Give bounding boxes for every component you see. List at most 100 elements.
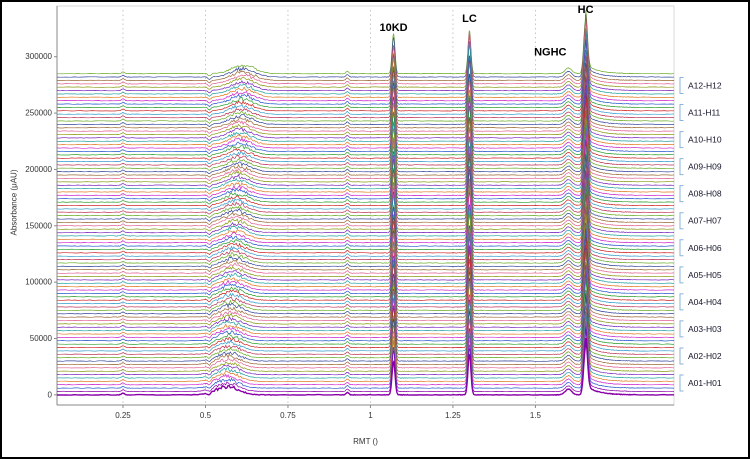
group-bracket	[679, 293, 684, 311]
trace	[56, 214, 675, 279]
trace	[56, 39, 675, 107]
peak-annotation: NGHC	[534, 47, 566, 59]
trace	[57, 177, 675, 238]
trace	[56, 321, 675, 386]
trace	[56, 83, 675, 148]
x-tick-label: 1.25	[445, 411, 461, 420]
y-tick-label: 0	[48, 390, 53, 399]
trace	[56, 236, 674, 299]
trace	[57, 276, 675, 336]
trace	[56, 100, 675, 168]
x-tick-label: 0.75	[280, 411, 296, 420]
peak-annotation: 10KD	[379, 22, 407, 34]
trace	[56, 214, 675, 276]
trace	[56, 248, 675, 316]
x-tick-label: 0.5	[200, 411, 212, 420]
trace	[56, 312, 675, 372]
trace	[56, 245, 675, 306]
group-bracket	[679, 104, 684, 122]
trace	[56, 27, 675, 90]
trace	[56, 262, 675, 323]
trace	[56, 274, 675, 342]
trace-group-label: A03-H03	[688, 324, 722, 334]
trace-group-label: A01-H01	[688, 378, 722, 388]
trace-group-label: A11-H11	[688, 108, 721, 118]
trace	[56, 311, 675, 376]
trace	[56, 141, 675, 205]
trace	[56, 83, 675, 145]
trace	[56, 71, 675, 134]
group-bracket	[679, 158, 684, 176]
trace	[56, 38, 675, 104]
trace	[56, 328, 675, 393]
trace	[56, 194, 675, 255]
trace	[57, 63, 674, 128]
group-bracket	[679, 185, 684, 203]
trace	[56, 14, 675, 80]
group-bracket	[679, 347, 684, 365]
trace	[57, 36, 674, 100]
trace	[56, 236, 675, 303]
peak-annotation: HC	[578, 4, 594, 16]
group-bracket	[679, 239, 684, 257]
trace	[56, 76, 675, 141]
trace	[56, 290, 675, 352]
trace	[56, 51, 674, 118]
trace	[57, 207, 675, 269]
trace	[56, 271, 675, 339]
y-tick-label: 250000	[25, 109, 52, 118]
trace-group-label: A06-H06	[688, 243, 722, 253]
trace	[56, 227, 675, 289]
trace	[56, 167, 675, 229]
trace	[56, 252, 674, 313]
trace	[56, 109, 675, 171]
y-axis-title: Absorbance (μAU)	[9, 169, 19, 236]
trace	[56, 265, 675, 329]
trace	[56, 277, 675, 346]
trace	[56, 122, 674, 191]
trace	[56, 222, 675, 282]
trace	[56, 262, 675, 326]
trace	[57, 103, 675, 164]
trace	[56, 140, 675, 209]
trace	[56, 185, 674, 249]
trace	[56, 294, 675, 359]
trace	[56, 63, 675, 124]
group-bracket	[679, 266, 684, 284]
trace	[56, 170, 675, 236]
trace	[56, 130, 675, 198]
trace	[56, 224, 675, 285]
x-tick-label: 1.5	[530, 411, 542, 420]
trace	[56, 293, 675, 363]
trace	[56, 145, 675, 212]
trace	[56, 15, 675, 84]
trace	[56, 123, 674, 188]
group-bracket	[679, 76, 684, 94]
trace	[56, 92, 675, 161]
x-tick-label: 0.25	[115, 411, 131, 420]
trace	[56, 203, 675, 266]
trace	[56, 55, 675, 121]
trace	[56, 66, 675, 131]
trace	[56, 109, 675, 178]
trace	[56, 192, 675, 259]
trace	[56, 52, 675, 114]
trace	[56, 31, 675, 94]
y-tick-label: 100000	[25, 278, 52, 287]
trace	[57, 133, 675, 195]
trace	[57, 208, 674, 272]
trace	[57, 292, 675, 356]
trace	[57, 10, 674, 77]
trace-group-label: A02-H02	[688, 351, 722, 361]
trace-group-label: A10-H10	[688, 135, 722, 145]
trace	[56, 83, 674, 151]
trace	[56, 309, 675, 370]
y-tick-label: 50000	[30, 334, 53, 343]
trace-group-label: A04-H04	[688, 297, 722, 307]
trace	[56, 154, 674, 222]
trace	[57, 249, 675, 319]
trace-group-label: A08-H08	[688, 189, 722, 199]
trace	[56, 231, 675, 293]
